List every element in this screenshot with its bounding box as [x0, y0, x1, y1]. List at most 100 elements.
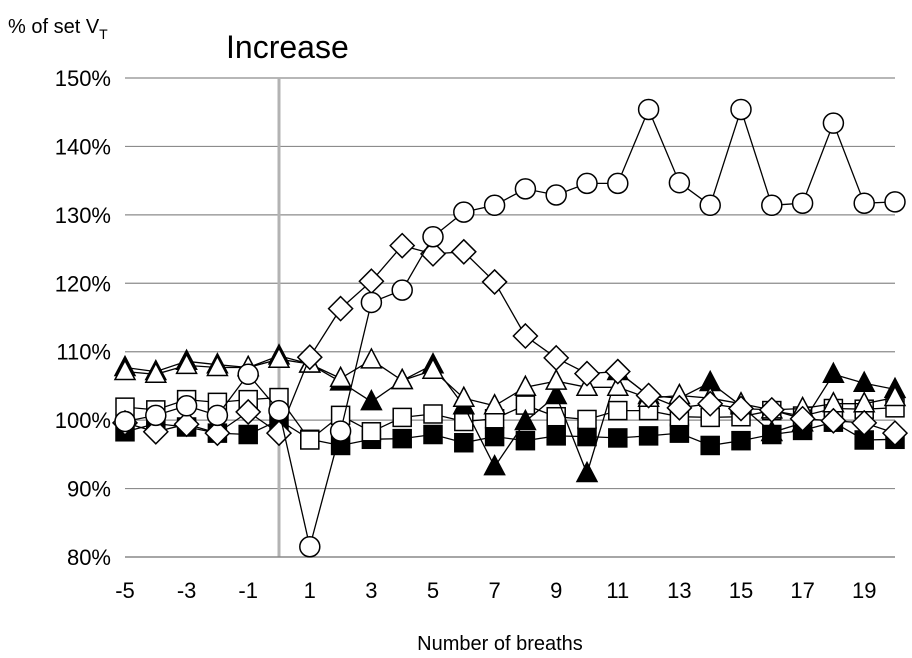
- data-point: [791, 192, 814, 214]
- data-point: [700, 435, 720, 456]
- x-tick-label: 9: [550, 578, 562, 603]
- data-point: [361, 422, 382, 442]
- data-point: [822, 361, 845, 384]
- data-point: [173, 411, 200, 438]
- data-point: [329, 365, 352, 388]
- data-point: [360, 291, 383, 314]
- series-diamond-open: [111, 232, 909, 447]
- data-point: [577, 426, 597, 447]
- y-tick-label: 150%: [55, 66, 111, 91]
- data-point: [851, 409, 878, 436]
- x-tick-label: 1: [304, 578, 316, 603]
- series-triangle-open: [113, 346, 907, 419]
- data-point: [730, 98, 752, 121]
- data-point: [760, 419, 784, 442]
- data-point: [608, 428, 628, 448]
- data-point: [296, 344, 323, 371]
- data-point: [392, 407, 412, 428]
- data-point: [300, 430, 320, 450]
- data-point: [576, 172, 598, 195]
- data-point: [666, 394, 693, 421]
- data-point: [544, 368, 568, 390]
- x-tick-label: 7: [488, 578, 500, 603]
- data-point: [483, 194, 506, 217]
- data-point: [884, 191, 906, 213]
- data-point: [422, 226, 444, 248]
- data-point: [638, 426, 659, 446]
- data-point: [608, 400, 628, 421]
- y-tick-label: 90%: [67, 477, 111, 502]
- data-point: [515, 430, 536, 451]
- data-point: [483, 393, 506, 415]
- data-point: [604, 358, 631, 385]
- data-point: [452, 385, 476, 407]
- data-point: [883, 384, 907, 407]
- data-point: [175, 352, 198, 375]
- data-point: [545, 184, 567, 206]
- x-tick-label: -3: [177, 578, 197, 603]
- data-point: [360, 389, 383, 411]
- series-square-open: [115, 387, 905, 450]
- data-point: [761, 194, 783, 217]
- data-point: [204, 420, 231, 447]
- x-axis-label: Number of breaths: [417, 633, 583, 655]
- data-point: [206, 354, 229, 377]
- data-point: [820, 407, 847, 434]
- data-point: [789, 405, 816, 432]
- data-point: [237, 363, 259, 386]
- series-square-filled: [115, 410, 905, 456]
- data-point: [391, 279, 413, 301]
- data-point: [327, 295, 354, 322]
- gridlines: [125, 77, 895, 490]
- data-point: [853, 192, 875, 214]
- data-point: [543, 344, 570, 371]
- data-point: [450, 238, 477, 265]
- data-point: [360, 347, 383, 369]
- data-point: [699, 194, 721, 217]
- y-tick-label: 120%: [55, 271, 111, 296]
- data-point: [142, 418, 169, 445]
- data-point: [514, 178, 537, 200]
- data-point: [453, 201, 475, 223]
- data-point: [546, 426, 566, 446]
- data-point: [514, 374, 537, 397]
- data-point: [421, 357, 445, 379]
- data-point: [758, 396, 785, 423]
- data-point: [484, 426, 505, 447]
- y-tick-labels: 80% 90% 100% 110% 120% 130% 140% 150%: [55, 66, 111, 570]
- x-tick-label: 17: [790, 578, 814, 603]
- y-axis-label-subscript: T: [99, 26, 108, 42]
- data-point: [268, 399, 290, 422]
- data-point: [392, 428, 412, 449]
- data-point: [575, 460, 599, 483]
- y-tick-label: 130%: [55, 203, 111, 228]
- x-tick-label: 5: [427, 578, 439, 603]
- data-point: [668, 171, 691, 194]
- data-point: [514, 408, 537, 431]
- data-point: [483, 454, 506, 476]
- series-line: [124, 107, 896, 547]
- data-point: [113, 358, 137, 381]
- x-tick-label: 15: [729, 578, 753, 603]
- data-point: [544, 382, 568, 405]
- chart-title: Increase: [226, 29, 349, 65]
- y-tick-label: 100%: [55, 408, 111, 433]
- data-point: [454, 411, 474, 432]
- data-point: [329, 420, 352, 442]
- y-tick-label: 140%: [55, 134, 111, 159]
- data-point: [822, 112, 845, 134]
- data-point: [423, 424, 443, 445]
- data-point: [454, 432, 474, 453]
- y-axis-label: % of set VT: [8, 16, 108, 42]
- data-point: [881, 420, 909, 447]
- data-point: [145, 404, 167, 427]
- data-point: [206, 404, 229, 427]
- data-point: [390, 367, 414, 390]
- data-point: [606, 374, 630, 397]
- data-point: [731, 430, 751, 451]
- x-tick-label: -5: [115, 578, 135, 603]
- data-point: [727, 395, 755, 422]
- data-point: [637, 98, 660, 121]
- data-point: [235, 398, 262, 425]
